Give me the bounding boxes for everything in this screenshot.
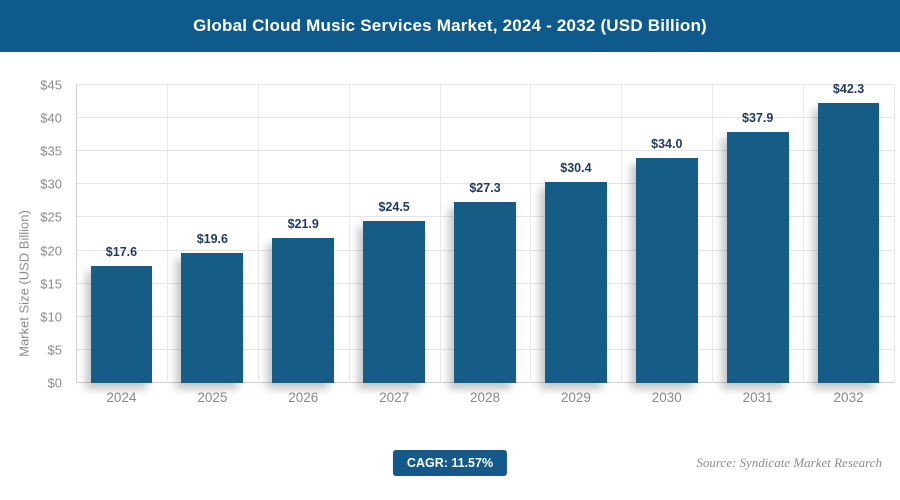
v-gridline [348,85,350,383]
bar-2032: $42.3 [817,82,880,383]
bar-2027: $24.5 [363,200,426,383]
source-note: Source: Syndicate Market Research [696,455,882,470]
bar-2026: $21.9 [272,217,335,383]
bar-column: $30.4 [530,85,621,383]
x-tick-label: 2026 [288,390,319,405]
y-tick-label: $35 [40,143,62,159]
h-gridline [76,150,894,152]
y-tick-label: $15 [40,276,62,292]
v-gridline [894,85,895,383]
bar-column: $34.0 [621,85,712,383]
v-gridline [621,85,623,383]
bar-2024: $17.6 [90,245,153,383]
bar-2029: $30.4 [545,161,607,383]
x-axis-tick-labels: 2024 2025 2026 2027 2028 2029 2030 2031 2032 [76,390,894,405]
h-gridline [76,84,894,85]
bar-column: $27.3 [440,85,531,383]
bar-column: $42.3 [803,82,894,383]
v-gridline [530,85,532,383]
y-tick-label: $25 [40,209,62,225]
bar-2031: $37.9 [726,111,789,383]
y-tick-label: $10 [40,309,62,325]
bar-2028: $27.3 [454,181,516,383]
v-gridline [803,85,805,383]
x-tick-label: 2025 [197,390,228,405]
bar-2025: $19.6 [181,232,244,383]
bar-value-label: $24.5 [378,199,410,214]
bar-column: $37.9 [712,85,803,383]
x-tick-label: 2029 [560,390,591,405]
y-tick-label: $5 [47,342,62,358]
v-gridline [257,85,259,383]
chart-footer: CAGR: 11.57% Source: Syndicate Market Re… [0,442,900,500]
v-gridline [439,85,441,383]
bar-value-label: $27.3 [469,181,501,196]
y-tick-label: $45 [40,77,62,93]
x-tick-label: 2027 [379,390,410,405]
v-gridline [712,85,714,383]
bar-column: $19.6 [167,85,258,383]
bar-value-label: $19.6 [196,232,228,247]
v-gridline [76,85,77,383]
bar-series: $17.6 $19.6 $21.9 $24.5 $27.3 $30.4 $34.0 $37.9… [76,82,894,383]
chart-title: Global Cloud Music Services Market, 2024… [193,16,707,35]
bar-2030: $34.0 [635,137,698,383]
bar-value-label: $42.3 [832,81,865,96]
x-tick-label: 2028 [469,390,501,405]
v-gridline [166,85,168,383]
plot-area: $17.6 $19.6 $21.9 $24.5 $27.3 $30.4 $34.0 $37.9… [76,82,895,383]
y-axis-tick-labels: $0 $5 $10 $15 $20 $25 $30 $35 $40 $45 [24,78,68,391]
bar-column: $17.6 [76,85,167,383]
x-tick-label: 2031 [742,390,773,405]
h-gridline [76,183,894,185]
chart-figure: Market Size (USD Billion) $0 $5 $10 $15 $20 $… [0,52,900,442]
x-tick-label: 2024 [106,390,137,405]
cagr-badge: CAGR: 11.57% [392,450,508,476]
chart-title-bar: Global Cloud Music Services Market, 2024… [0,0,900,52]
bar-column: $21.9 [258,85,349,383]
h-gridline [76,117,894,119]
bar-value-label: $34.0 [651,136,683,151]
bar-value-label: $37.9 [742,111,774,126]
x-tick-label: 2030 [651,390,682,405]
y-tick-label: $40 [40,110,62,126]
y-tick-label: $0 [47,375,62,391]
bar-value-label: $17.6 [105,245,138,260]
y-tick-label: $30 [40,176,62,192]
bar-value-label: $30.4 [560,160,592,175]
y-tick-label: $20 [40,243,62,259]
x-tick-label: 2032 [833,390,864,405]
bar-column: $24.5 [349,85,440,383]
bar-value-label: $21.9 [287,216,319,231]
